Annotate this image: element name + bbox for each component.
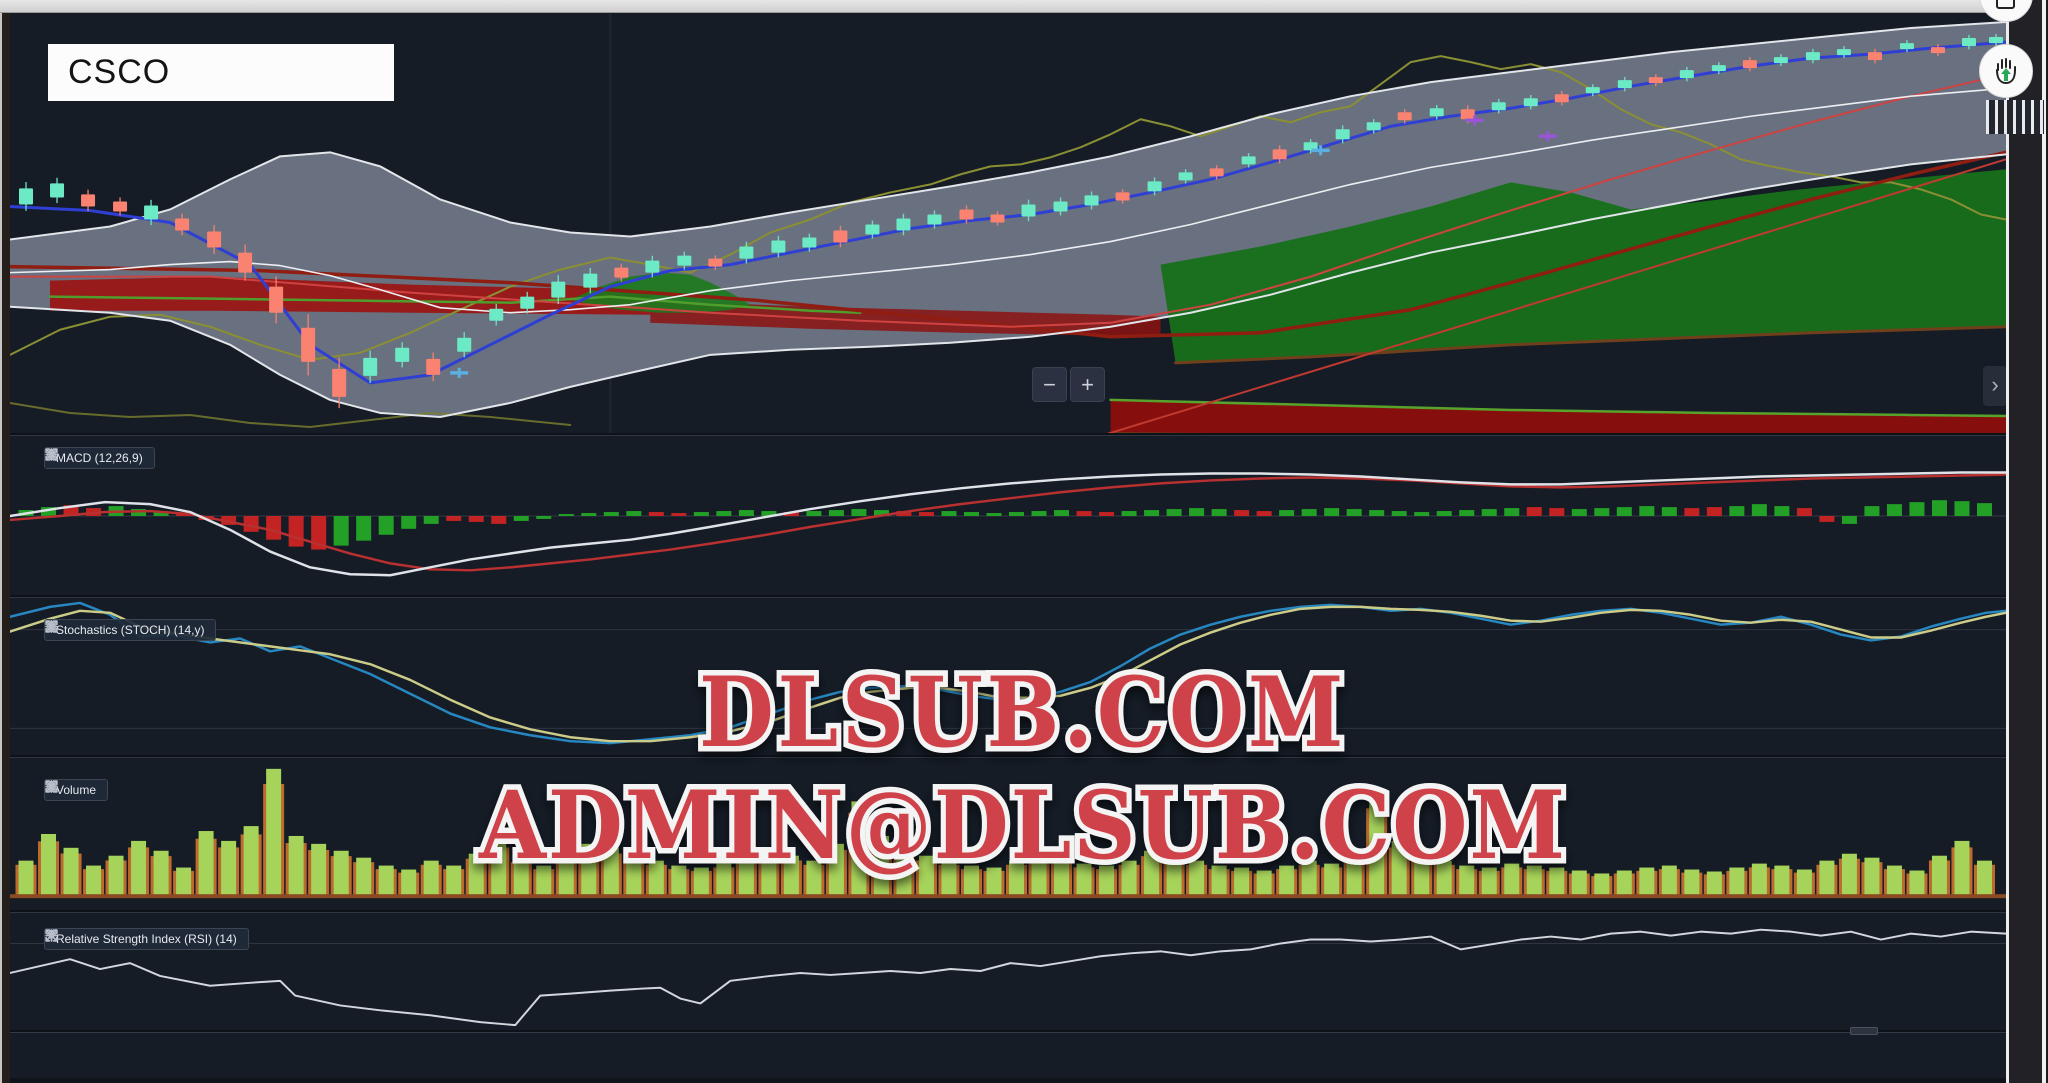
close-icon[interactable] — [46, 449, 280, 466]
settings-icon[interactable] — [45, 448, 256, 466]
settings-icon[interactable] — [45, 929, 326, 947]
panel-macd[interactable]: MACD (12,26,9) — [10, 433, 2006, 595]
move-down-icon[interactable] — [46, 780, 185, 798]
window-bottom-edge — [10, 1078, 2006, 1083]
move-down-icon[interactable] — [46, 620, 293, 638]
rsi-chart-canvas[interactable] — [10, 912, 2006, 1030]
stochastics-chart-canvas[interactable] — [10, 597, 2006, 755]
indicator-label-stochastics[interactable]: Stochastics (STOCH) (14,y) — [44, 619, 217, 641]
settings-icon[interactable] — [45, 620, 317, 638]
move-up-icon[interactable] — [46, 780, 137, 798]
window-left-edge — [0, 13, 10, 1083]
volume-toolbar — [45, 780, 233, 798]
panel-resize-handle[interactable] — [1850, 1027, 1878, 1035]
panel-rsi[interactable]: Relative Strength Index (RSI) (14) — [10, 910, 2006, 1030]
symbol-input[interactable]: CSCO — [48, 44, 394, 101]
zoom-in-button[interactable]: + — [1070, 367, 1105, 402]
settings-icon[interactable] — [45, 780, 209, 798]
indicator-label-volume[interactable]: Volume — [44, 779, 109, 801]
sidebar-expand-button[interactable]: › — [1983, 366, 2007, 406]
chart-area: CSCO − + MACD (12,26,9) Stochastics (STO… — [10, 14, 2006, 1083]
panel-stochastics[interactable]: Stochastics (STOCH) (14,y) — [10, 595, 2006, 755]
window-right-edge — [2046, 0, 2048, 1083]
maximize-icon[interactable] — [45, 448, 208, 466]
window-top-edge — [0, 0, 2010, 13]
panel-price[interactable]: CSCO − + — [10, 14, 2006, 433]
indicator-label-macd[interactable]: MACD (12,26,9) — [44, 447, 155, 469]
maximize-icon[interactable] — [45, 620, 269, 638]
move-up-icon[interactable] — [46, 620, 245, 638]
chevron-right-icon: › — [1991, 372, 1999, 397]
move-up-icon[interactable] — [46, 929, 278, 947]
rsi-toolbar — [45, 929, 350, 947]
zoom-controls: − + — [1032, 367, 1105, 402]
zoom-out-button[interactable]: − — [1032, 367, 1067, 402]
maximize-icon[interactable] — [45, 929, 302, 947]
macd-chart-canvas[interactable] — [10, 435, 2006, 595]
move-up-icon[interactable] — [46, 448, 184, 466]
move-down-icon[interactable] — [46, 448, 232, 466]
price-chart-canvas[interactable] — [10, 14, 2006, 433]
rail-divider-2 — [2042, 0, 2046, 1083]
indicator-label-rsi[interactable]: Relative Strength Index (RSI) (14) — [44, 928, 249, 950]
maximize-icon[interactable] — [45, 780, 161, 798]
bottom-spacer — [10, 1027, 2006, 1066]
stochastics-toolbar — [45, 620, 341, 638]
volume-chart-canvas[interactable] — [10, 757, 2006, 910]
rail-divider — [2006, 0, 2009, 1083]
panel-volume[interactable]: Volume — [10, 755, 2006, 910]
close-icon[interactable] — [46, 621, 341, 638]
document-icon — [1996, 0, 2015, 9]
right-rail — [1979, 0, 2048, 1083]
hand-up-icon — [1996, 58, 2016, 85]
hand-scroll-button[interactable] — [1979, 44, 2033, 98]
macd-toolbar — [45, 448, 280, 466]
close-icon[interactable] — [46, 930, 350, 947]
striped-decoration — [1986, 100, 2044, 134]
close-icon[interactable] — [46, 781, 233, 798]
